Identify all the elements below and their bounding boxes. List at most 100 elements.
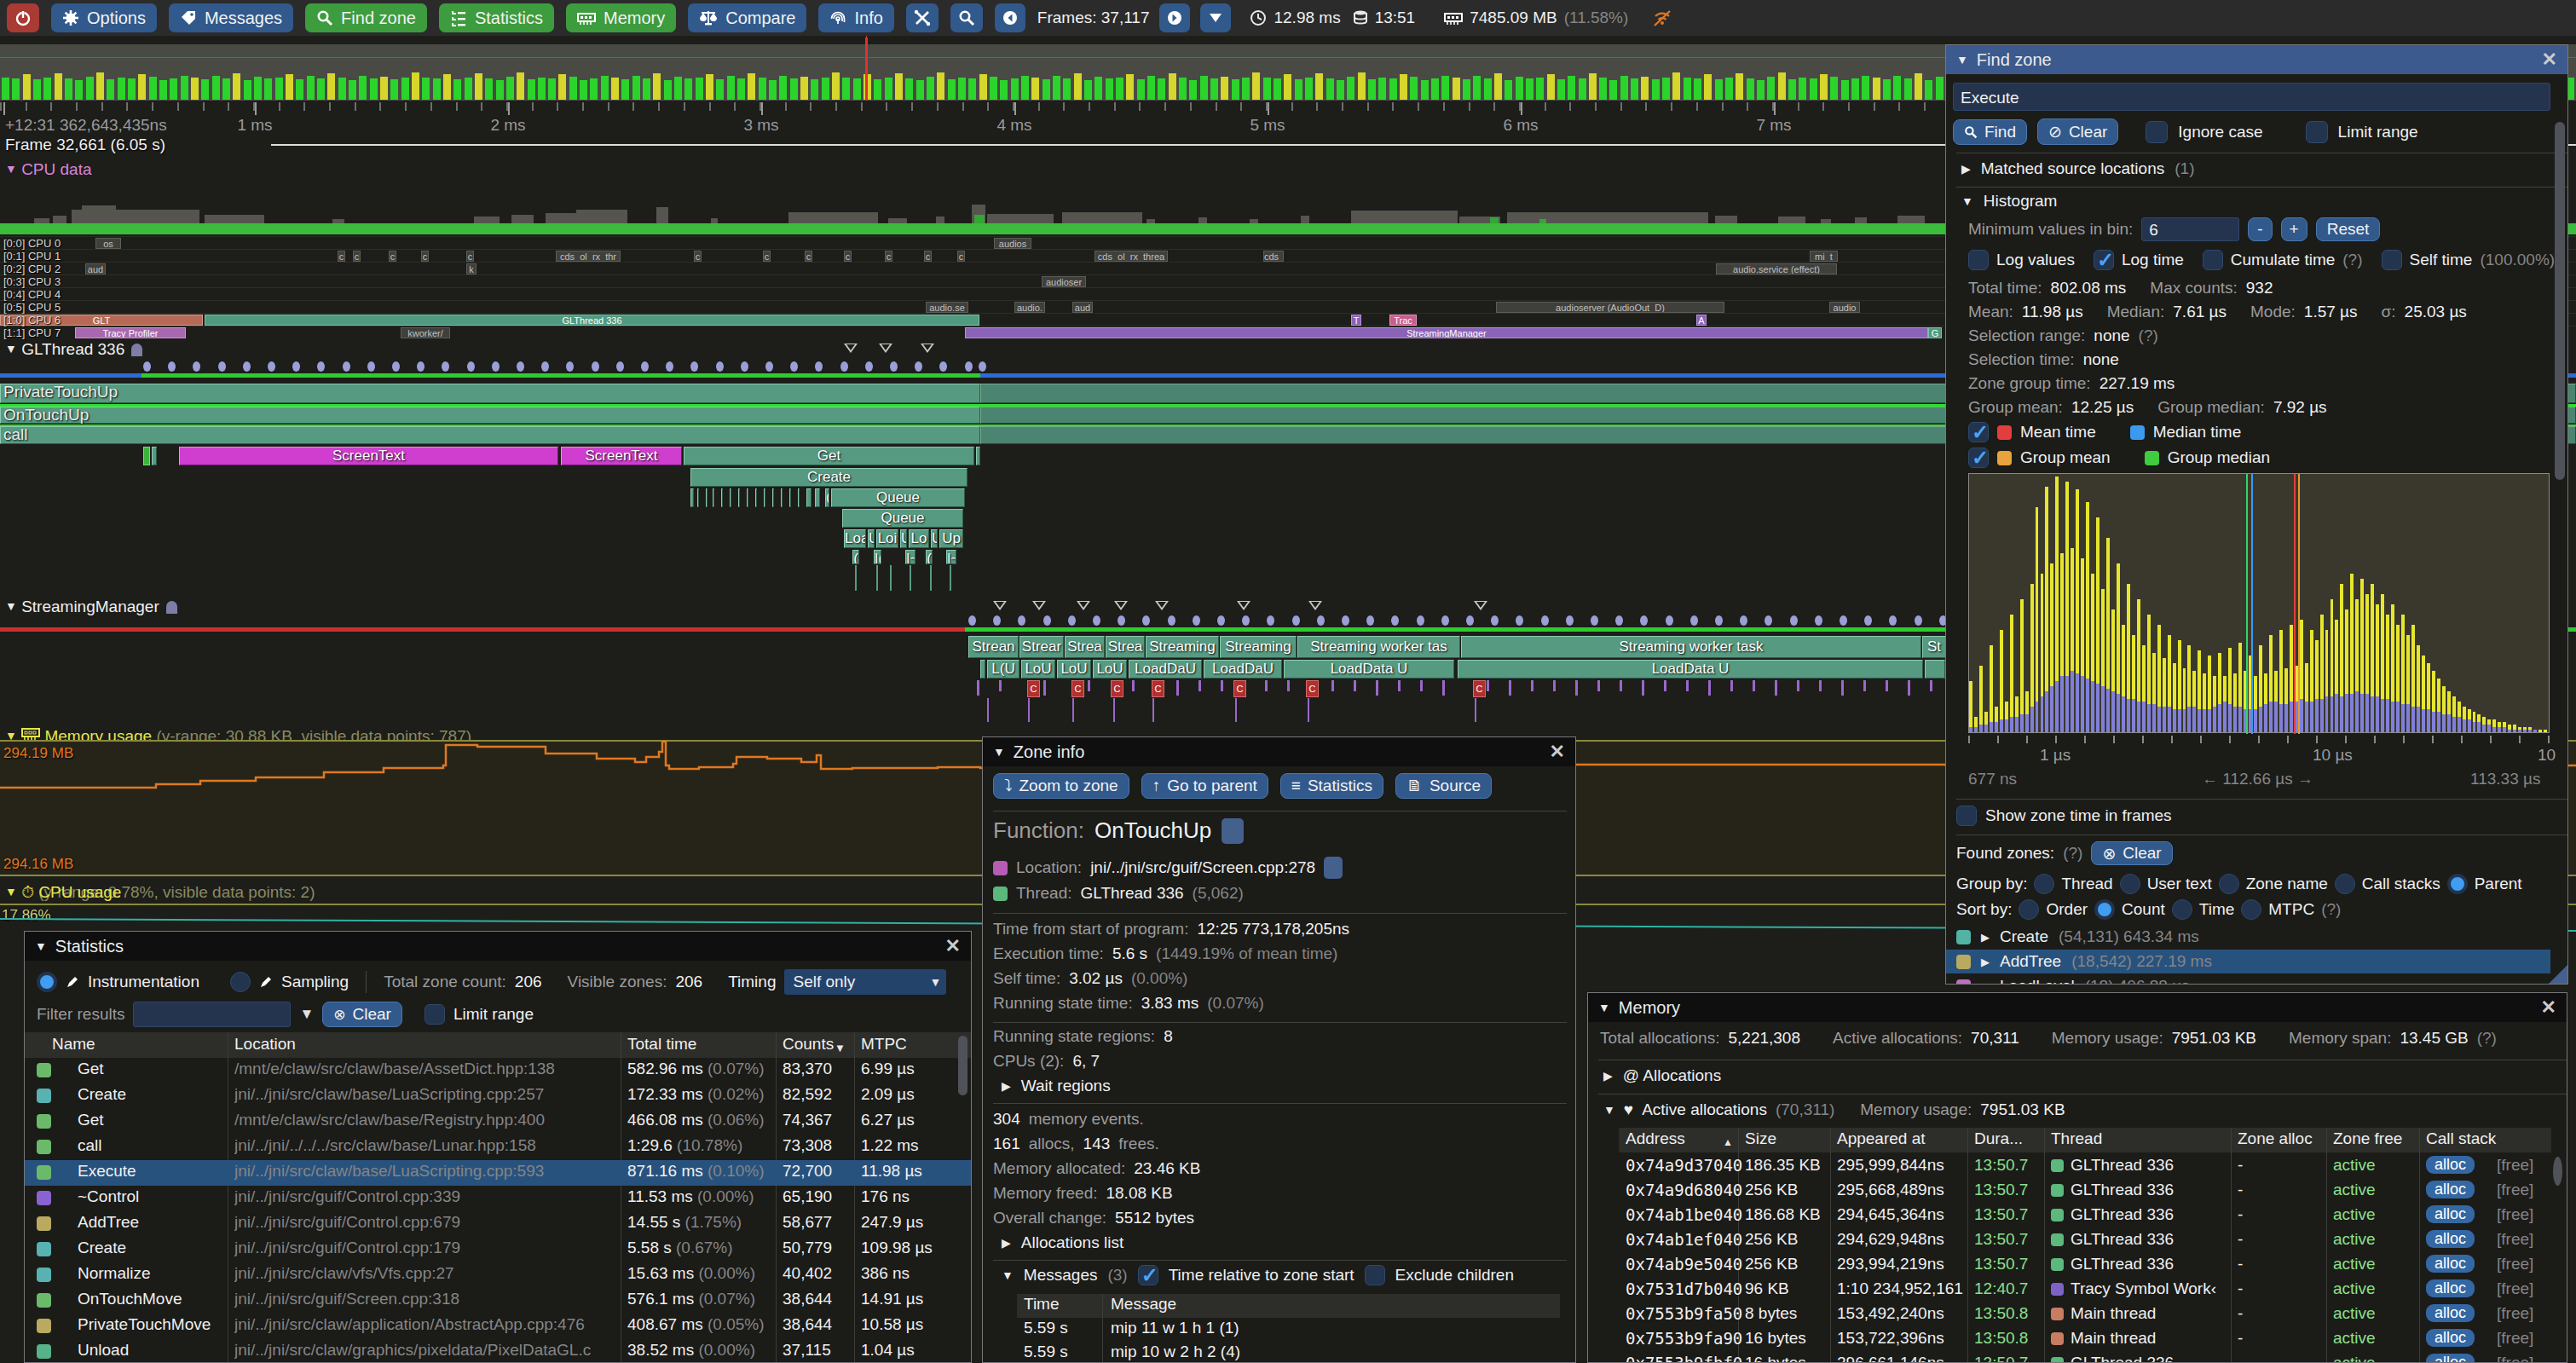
checkbox[interactable] xyxy=(1968,422,1989,442)
message-dot[interactable] xyxy=(218,361,226,372)
alloc-callstack-button[interactable]: alloc xyxy=(2426,1230,2475,1248)
frame-bar[interactable] xyxy=(1494,73,1502,100)
find-zone-button[interactable]: Find zone xyxy=(305,3,427,32)
frame-bar[interactable] xyxy=(1788,79,1796,100)
cpu-zone[interactable]: c xyxy=(763,251,771,262)
cpu-zone[interactable]: c xyxy=(924,251,932,262)
frame-bar[interactable] xyxy=(338,78,346,100)
frame-bar[interactable] xyxy=(706,74,713,100)
timeline-zone[interactable] xyxy=(781,488,783,507)
frame-bar[interactable] xyxy=(1851,78,1859,100)
clear-found-button[interactable]: ⊗Clear xyxy=(2091,841,2172,865)
memory-button[interactable]: Memory xyxy=(566,3,676,32)
crash-mark[interactable]: C xyxy=(1071,680,1084,697)
frame-marker-icon[interactable] xyxy=(1077,601,1090,610)
memory-scrollbar[interactable] xyxy=(2553,1157,2562,1186)
frame-bar[interactable] xyxy=(1389,78,1397,100)
source-button[interactable]: 🗎Source xyxy=(1395,773,1492,799)
timeline-zone[interactable]: Strean xyxy=(968,636,1019,658)
message-dot[interactable] xyxy=(1391,615,1399,626)
frame-bar[interactable] xyxy=(1074,73,1082,100)
frame-bar[interactable] xyxy=(811,79,818,100)
frame-bar[interactable] xyxy=(769,80,777,100)
frame-bar[interactable] xyxy=(1820,74,1828,100)
frame-bar[interactable] xyxy=(359,76,367,100)
frame-bar[interactable] xyxy=(212,76,220,100)
frame-bar[interactable] xyxy=(1210,78,1218,100)
timeline-zone[interactable] xyxy=(815,488,820,507)
timeline-zone[interactable] xyxy=(690,488,694,507)
checkbox[interactable] xyxy=(1968,448,1989,468)
collapse-caret-icon[interactable]: ▼ xyxy=(35,939,47,953)
cpu-zone[interactable]: kworker/ xyxy=(401,327,450,338)
stats-row[interactable]: Executejni/../jni/src/claw/base/LuaScrip… xyxy=(25,1160,972,1186)
timeline-zone[interactable]: Up xyxy=(900,529,907,548)
timeline-zone[interactable]: |~ xyxy=(905,550,915,564)
checkbox[interactable] xyxy=(2146,121,2168,143)
cpu-zone[interactable]: cds_ol_rx_thr xyxy=(556,251,621,262)
frame-bar[interactable] xyxy=(96,72,104,100)
timeline-zone[interactable]: Queue xyxy=(831,488,965,507)
streaming-header[interactable]: ▼ StreamingManager xyxy=(5,598,177,616)
frame-bar[interactable] xyxy=(1453,78,1460,100)
message-dot[interactable] xyxy=(1168,615,1175,626)
timeline-zone[interactable]: Loa xyxy=(844,529,866,548)
message-dot[interactable] xyxy=(1217,615,1225,626)
message-dot[interactable] xyxy=(790,361,798,372)
message-dot[interactable] xyxy=(292,361,300,372)
frame-bar[interactable] xyxy=(990,77,997,100)
message-dot[interactable] xyxy=(1093,615,1100,626)
message-dot[interactable] xyxy=(467,361,475,372)
glthread-header[interactable]: ▼ GLThread 336 xyxy=(5,340,142,359)
message-dot[interactable] xyxy=(1043,615,1051,626)
frame-bar[interactable] xyxy=(832,72,840,100)
timeline-zone[interactable]: St xyxy=(1922,636,1946,658)
frame-bar[interactable] xyxy=(716,79,724,100)
frame-bar[interactable] xyxy=(1936,77,1944,100)
frame-bar[interactable] xyxy=(1063,78,1071,100)
frame-bar[interactable] xyxy=(1778,72,1786,100)
compare-button[interactable]: Compare xyxy=(688,3,806,32)
timeline-zone[interactable]: ScreenText xyxy=(179,447,558,465)
frame-bar[interactable] xyxy=(390,79,398,100)
cpu-zone[interactable]: A xyxy=(1696,315,1707,326)
frame-bar[interactable] xyxy=(244,80,251,100)
frame-bar[interactable] xyxy=(475,73,482,100)
message-dot[interactable] xyxy=(1466,615,1474,626)
frame-bar[interactable] xyxy=(1473,76,1481,100)
frame-bar[interactable] xyxy=(75,80,83,100)
frame-bar[interactable] xyxy=(1095,77,1102,100)
frame-bar[interactable] xyxy=(1641,77,1649,100)
frame-marker-icon[interactable] xyxy=(993,601,1007,610)
find-zone-histogram[interactable] xyxy=(1968,473,2550,733)
frame-bar[interactable] xyxy=(842,78,850,100)
frame-bar[interactable] xyxy=(1200,76,1208,100)
message-dot[interactable] xyxy=(268,361,275,372)
memory-row[interactable]: 0x74a9d37040186.35 KB295,999,844ns13:50.… xyxy=(1619,1154,2551,1179)
min-bin-input[interactable]: 6 xyxy=(2141,217,2239,241)
frame-bar[interactable] xyxy=(580,80,587,100)
message-dot[interactable] xyxy=(865,361,873,372)
frame-bar[interactable] xyxy=(1126,74,1134,100)
message-dot[interactable] xyxy=(1516,615,1523,626)
alloc-list-toggle[interactable]: ▶Allocations list xyxy=(1002,1233,1123,1252)
message-dot[interactable] xyxy=(1690,615,1698,626)
frame-bar[interactable] xyxy=(1599,78,1607,100)
frame-bar[interactable] xyxy=(927,77,934,100)
frame-bar[interactable] xyxy=(790,78,798,100)
frame-bar[interactable] xyxy=(191,78,199,100)
checkbox[interactable] xyxy=(425,1004,445,1025)
frame-bar[interactable] xyxy=(465,78,472,100)
frame-bar[interactable] xyxy=(621,79,629,100)
frame-bar[interactable] xyxy=(1043,79,1050,100)
frame-bar[interactable] xyxy=(1557,79,1565,100)
timeline-zone[interactable]: Strear xyxy=(1019,636,1064,658)
radio-button[interactable] xyxy=(2447,874,2468,894)
frame-bar[interactable] xyxy=(632,76,640,100)
stats-scrollbar[interactable] xyxy=(958,1036,967,1095)
frame-bar[interactable] xyxy=(1810,78,1817,100)
message-dot[interactable] xyxy=(1615,615,1623,626)
frame-bar[interactable] xyxy=(1893,76,1901,100)
message-dot[interactable] xyxy=(1666,615,1673,626)
timeline-zone[interactable]: |( xyxy=(874,550,881,564)
